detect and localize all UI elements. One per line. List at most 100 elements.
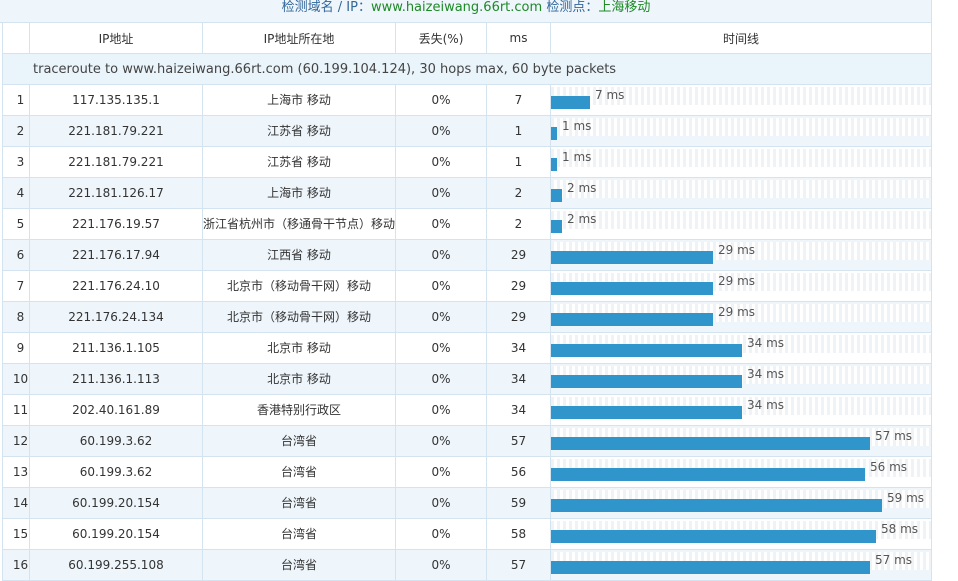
hop-ms: 2 bbox=[486, 208, 551, 240]
hop-number: 7 bbox=[2, 270, 30, 302]
latency-label: 34 ms bbox=[747, 398, 785, 412]
table-row: 11 202.40.161.89 香港特别行政区 0% 34 34 ms bbox=[2, 394, 932, 426]
timeline-track bbox=[551, 180, 931, 198]
hop-ms: 59 bbox=[486, 487, 551, 519]
traceroute-table: IP地址 IP地址所在地 丢失(%) ms 时间线 traceroute to … bbox=[2, 22, 932, 581]
latency-label: 2 ms bbox=[567, 181, 597, 195]
hop-location: 台湾省 bbox=[202, 487, 396, 519]
hop-number: 8 bbox=[2, 301, 30, 333]
hop-ip: 60.199.20.154 bbox=[29, 487, 203, 519]
hop-ip: 221.176.19.57 bbox=[29, 208, 203, 240]
hop-ip: 211.136.1.105 bbox=[29, 332, 203, 364]
hop-location: 香港特别行政区 bbox=[202, 394, 396, 426]
hop-timeline: 34 ms bbox=[550, 332, 932, 364]
hop-number: 12 bbox=[2, 425, 30, 457]
hop-timeline: 29 ms bbox=[550, 270, 932, 302]
hop-timeline: 34 ms bbox=[550, 394, 932, 426]
latency-label: 57 ms bbox=[875, 553, 913, 567]
hop-location: 上海市 移动 bbox=[202, 177, 396, 209]
hop-ms: 34 bbox=[486, 363, 551, 395]
hop-number: 1 bbox=[2, 84, 30, 116]
latency-bar bbox=[551, 530, 876, 543]
latency-label: 34 ms bbox=[747, 367, 785, 381]
table-row: 10 211.136.1.113 北京市 移动 0% 34 34 ms bbox=[2, 363, 932, 395]
hop-loss: 0% bbox=[395, 84, 487, 116]
latency-label: 59 ms bbox=[887, 491, 925, 505]
hop-timeline: 7 ms bbox=[550, 84, 932, 116]
timeline-track bbox=[551, 211, 931, 229]
hop-timeline: 1 ms bbox=[550, 115, 932, 147]
hop-timeline: 57 ms bbox=[550, 549, 932, 581]
hop-ip: 117.135.135.1 bbox=[29, 84, 203, 116]
hop-ip: 221.176.17.94 bbox=[29, 239, 203, 271]
hop-number: 2 bbox=[2, 115, 30, 147]
hop-timeline: 2 ms bbox=[550, 177, 932, 209]
hop-number: 13 bbox=[2, 456, 30, 488]
right-border bbox=[931, 0, 932, 576]
hop-ip: 211.136.1.113 bbox=[29, 363, 203, 395]
hop-loss: 0% bbox=[395, 487, 487, 519]
table-row: 14 60.199.20.154 台湾省 0% 59 59 ms bbox=[2, 487, 932, 519]
hop-ip: 221.181.126.17 bbox=[29, 177, 203, 209]
hop-location: 江西省 移动 bbox=[202, 239, 396, 271]
hop-loss: 0% bbox=[395, 208, 487, 240]
col-header-ms: ms bbox=[486, 22, 551, 54]
hop-ip: 221.176.24.134 bbox=[29, 301, 203, 333]
hop-ip: 221.181.79.221 bbox=[29, 115, 203, 147]
table-header-row: IP地址 IP地址所在地 丢失(%) ms 时间线 bbox=[2, 22, 932, 54]
table-row: 8 221.176.24.134 北京市（移动骨干网）移动 0% 29 29 ms bbox=[2, 301, 932, 333]
latency-bar bbox=[551, 189, 562, 202]
hop-location: 北京市（移动骨干网）移动 bbox=[202, 301, 396, 333]
hop-ip: 221.181.79.221 bbox=[29, 146, 203, 178]
latency-bar bbox=[551, 561, 870, 574]
hop-ip: 60.199.3.62 bbox=[29, 425, 203, 457]
table-row: 16 60.199.255.108 台湾省 0% 57 57 ms bbox=[2, 549, 932, 581]
table-row: 6 221.176.17.94 江西省 移动 0% 29 29 ms bbox=[2, 239, 932, 271]
hop-ms: 34 bbox=[486, 394, 551, 426]
header-middle: 检测点： bbox=[542, 0, 599, 15]
hop-loss: 0% bbox=[395, 518, 487, 550]
hop-timeline: 34 ms bbox=[550, 363, 932, 395]
hop-loss: 0% bbox=[395, 425, 487, 457]
hop-timeline: 29 ms bbox=[550, 239, 932, 271]
table-row: 3 221.181.79.221 江苏省 移动 0% 1 1 ms bbox=[2, 146, 932, 178]
hop-timeline: 59 ms bbox=[550, 487, 932, 519]
latency-bar bbox=[551, 158, 557, 171]
col-header-loss: 丢失(%) bbox=[395, 22, 487, 54]
trace-result-panel: 检测域名 / IP：www.haizeiwang.66rt.com 检测点：上海… bbox=[0, 0, 932, 23]
header-domain: www.haizeiwang.66rt.com bbox=[370, 0, 543, 15]
hop-ms: 1 bbox=[486, 115, 551, 147]
hop-number: 4 bbox=[2, 177, 30, 209]
hop-location: 江苏省 移动 bbox=[202, 146, 396, 178]
hop-timeline: 58 ms bbox=[550, 518, 932, 550]
hop-ms: 29 bbox=[486, 301, 551, 333]
latency-bar bbox=[551, 375, 742, 388]
hop-ms: 29 bbox=[486, 270, 551, 302]
check-header: 检测域名 / IP：www.haizeiwang.66rt.com 检测点：上海… bbox=[0, 0, 932, 23]
hop-location: 浙江省杭州市（移通骨干节点）移动 bbox=[202, 208, 396, 240]
col-header-location: IP地址所在地 bbox=[202, 22, 396, 54]
latency-label: 58 ms bbox=[881, 522, 919, 536]
latency-label: 29 ms bbox=[718, 274, 756, 288]
table-row: 2 221.181.79.221 江苏省 移动 0% 1 1 ms bbox=[2, 115, 932, 147]
hop-number: 5 bbox=[2, 208, 30, 240]
hop-location: 上海市 移动 bbox=[202, 84, 396, 116]
hop-loss: 0% bbox=[395, 394, 487, 426]
hop-location: 北京市（移动骨干网）移动 bbox=[202, 270, 396, 302]
table-row: 4 221.181.126.17 上海市 移动 0% 2 2 ms bbox=[2, 177, 932, 209]
latency-label: 34 ms bbox=[747, 336, 785, 350]
hop-timeline: 56 ms bbox=[550, 456, 932, 488]
hop-number: 10 bbox=[2, 363, 30, 395]
hop-number: 14 bbox=[2, 487, 30, 519]
latency-bar bbox=[551, 251, 713, 264]
hop-ip: 202.40.161.89 bbox=[29, 394, 203, 426]
latency-bar bbox=[551, 127, 557, 140]
hop-location: 台湾省 bbox=[202, 425, 396, 457]
latency-label: 1 ms bbox=[562, 119, 592, 133]
hop-location: 台湾省 bbox=[202, 518, 396, 550]
latency-label: 2 ms bbox=[567, 212, 597, 226]
table-row: 7 221.176.24.10 北京市（移动骨干网）移动 0% 29 29 ms bbox=[2, 270, 932, 302]
latency-bar bbox=[551, 499, 882, 512]
hop-loss: 0% bbox=[395, 146, 487, 178]
header-location: 上海移动 bbox=[598, 0, 651, 15]
